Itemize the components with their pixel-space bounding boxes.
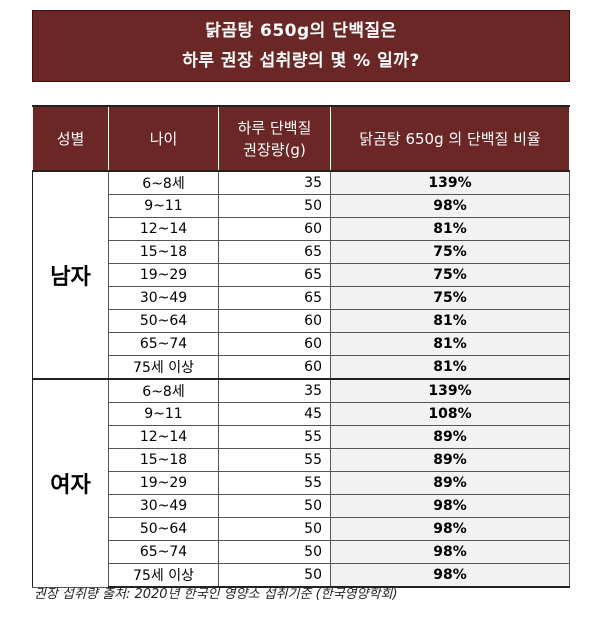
age-cell: 30~49 <box>108 286 219 310</box>
table-row: 75세 이상 60 81% <box>33 355 570 380</box>
age-cell: 15~18 <box>108 240 219 264</box>
protein-ratio-cell: 81% <box>330 217 570 241</box>
header-recommended-line1: 하루 단백질 <box>237 118 312 137</box>
protein-ratio-cell: 81% <box>330 355 570 380</box>
protein-ratio-cell: 108% <box>330 402 570 426</box>
age-cell: 65~74 <box>108 540 219 564</box>
table-row: 15~18 55 89% <box>33 448 570 472</box>
recommended-grams-cell: 35 <box>218 170 331 195</box>
recommended-grams-cell: 55 <box>218 448 331 472</box>
header-age: 나이 <box>108 105 219 172</box>
protein-ratio-cell: 98% <box>330 194 570 218</box>
table-header-row: 성별 나이 하루 단백질 권장량(g) 닭곰탕 650g 의 단백질 비율 <box>32 105 570 172</box>
recommended-grams-cell: 60 <box>218 355 331 380</box>
protein-ratio-cell: 89% <box>330 448 570 472</box>
recommended-grams-cell: 50 <box>218 540 331 564</box>
title-banner: 닭곰탕 650g의 단백질은 하루 권장 섭취량의 몇 % 일까? <box>32 10 570 82</box>
recommended-grams-cell: 60 <box>218 217 331 241</box>
table-row: 19~29 65 75% <box>33 263 570 287</box>
table-row: 9~11 50 98% <box>33 194 570 218</box>
title-line-2: 하루 권장 섭취량의 몇 % 일까? <box>182 51 420 71</box>
recommended-grams-cell: 55 <box>218 425 331 449</box>
table-row: 여자 6~8세 35 139% <box>32 378 570 588</box>
header-recommended-line2: 권장량(g) <box>243 140 306 159</box>
recommended-grams-cell: 60 <box>218 309 331 333</box>
age-cell: 9~11 <box>108 402 219 426</box>
age-cell: 9~11 <box>108 194 219 218</box>
protein-ratio-cell: 89% <box>330 425 570 449</box>
recommended-grams-cell: 65 <box>218 240 331 264</box>
table-row: 50~64 50 98% <box>33 517 570 541</box>
age-cell: 75세 이상 <box>108 563 219 588</box>
age-cell: 30~49 <box>108 494 219 518</box>
protein-ratio-cell: 81% <box>330 309 570 333</box>
protein-ratio-cell: 75% <box>330 263 570 287</box>
age-cell: 75세 이상 <box>108 355 219 380</box>
protein-ratio-cell: 89% <box>330 471 570 495</box>
recommended-grams-cell: 65 <box>218 263 331 287</box>
age-cell: 50~64 <box>108 517 219 541</box>
table-row: 30~49 65 75% <box>33 286 570 310</box>
protein-ratio-cell: 98% <box>330 494 570 518</box>
recommended-grams-cell: 45 <box>218 402 331 426</box>
protein-ratio-cell: 81% <box>330 332 570 356</box>
table-row: 19~29 55 89% <box>33 471 570 495</box>
recommended-grams-cell: 65 <box>218 286 331 310</box>
recommended-grams-cell: 60 <box>218 332 331 356</box>
table-row: 65~74 50 98% <box>33 540 570 564</box>
age-cell: 12~14 <box>108 425 219 449</box>
table-row: 65~74 60 81% <box>33 332 570 356</box>
protein-ratio-cell: 98% <box>330 517 570 541</box>
protein-ratio-cell: 139% <box>330 378 570 403</box>
table-row: 남자 6~8세 35 139% <box>32 170 570 380</box>
age-cell: 12~14 <box>108 217 219 241</box>
header-ratio: 닭곰탕 650g 의 단백질 비율 <box>330 105 570 172</box>
table-row: 75세 이상 50 98% <box>33 563 570 588</box>
age-cell: 19~29 <box>108 263 219 287</box>
sex-cell: 남자 <box>32 170 109 380</box>
age-cell: 6~8세 <box>108 170 219 195</box>
protein-ratio-cell: 75% <box>330 286 570 310</box>
recommended-grams-cell: 35 <box>218 378 331 403</box>
protein-ratio-cell: 75% <box>330 240 570 264</box>
recommended-grams-cell: 50 <box>218 563 331 588</box>
protein-ratio-table: 성별 나이 하루 단백질 권장량(g) 닭곰탕 650g 의 단백질 비율 남자… <box>32 105 570 588</box>
table-row: 30~49 50 98% <box>33 494 570 518</box>
recommended-grams-cell: 50 <box>218 494 331 518</box>
recommended-grams-cell: 55 <box>218 471 331 495</box>
age-cell: 65~74 <box>108 332 219 356</box>
age-cell: 6~8세 <box>108 378 219 403</box>
sex-cell: 여자 <box>32 378 109 588</box>
protein-ratio-cell: 98% <box>330 540 570 564</box>
table-row: 50~64 60 81% <box>33 309 570 333</box>
age-cell: 50~64 <box>108 309 219 333</box>
table-row: 9~11 45 108% <box>33 402 570 426</box>
header-recommended: 하루 단백질 권장량(g) <box>218 105 331 172</box>
table-row: 12~14 60 81% <box>33 217 570 241</box>
table-body: 남자 6~8세 35 139% 9~11 50 98% 12~14 60 81% 15~18 65 75… <box>32 170 570 588</box>
protein-ratio-cell: 98% <box>330 563 570 588</box>
recommended-grams-cell: 50 <box>218 194 331 218</box>
age-cell: 15~18 <box>108 448 219 472</box>
protein-ratio-cell: 139% <box>330 170 570 195</box>
recommended-grams-cell: 50 <box>218 517 331 541</box>
table-row: 12~14 55 89% <box>33 425 570 449</box>
age-cell: 19~29 <box>108 471 219 495</box>
source-note: 권장 섭취량 출처: 2020년 한국인 영양소 섭취기준 (한국영양학회) <box>34 587 398 602</box>
header-sex: 성별 <box>32 105 109 172</box>
table-row: 15~18 65 75% <box>33 240 570 264</box>
title-line-1: 닭곰탕 650g의 단백질은 <box>205 21 397 41</box>
